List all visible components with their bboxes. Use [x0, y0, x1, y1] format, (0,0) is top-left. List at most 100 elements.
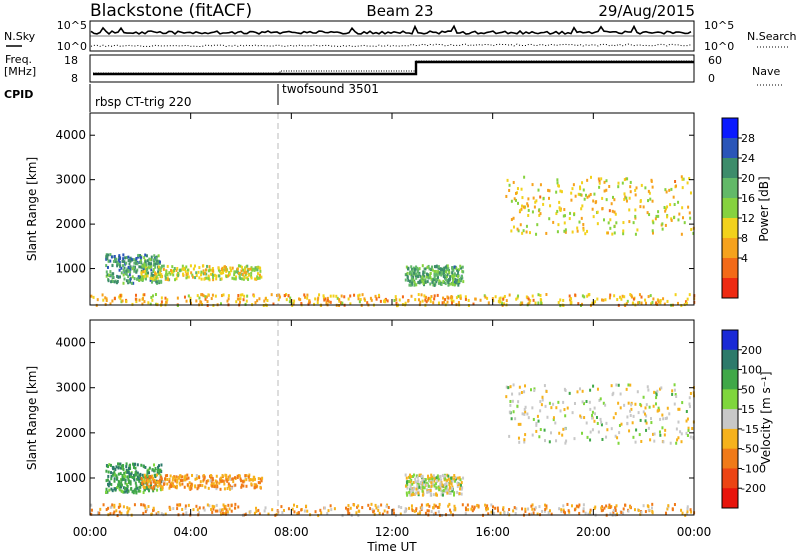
range-cell	[537, 301, 540, 305]
range-cell	[533, 387, 536, 391]
range-cell	[642, 395, 645, 399]
colorbar-tick-label: 24	[741, 152, 755, 165]
range-cell	[430, 268, 433, 272]
range-cell	[459, 478, 462, 482]
range-cell	[188, 486, 191, 490]
range-cell	[581, 400, 584, 404]
y-tick-label: 3000	[55, 173, 86, 187]
range-cell	[579, 414, 582, 418]
range-cell	[308, 299, 311, 303]
range-cell	[596, 297, 599, 301]
range-cell	[386, 299, 389, 303]
range-cell	[517, 400, 520, 404]
range-cell	[477, 504, 480, 508]
range-cell	[118, 275, 121, 279]
range-cell	[149, 302, 152, 306]
range-cell	[145, 263, 148, 267]
range-cell	[202, 269, 205, 273]
range-cell	[638, 433, 641, 437]
range-cell	[164, 276, 167, 280]
range-cell	[152, 476, 155, 480]
range-cell	[141, 482, 144, 486]
range-cell	[457, 270, 460, 274]
range-cell	[525, 230, 528, 234]
range-cell	[524, 405, 527, 409]
range-cell	[542, 202, 545, 206]
range-cell	[175, 484, 178, 488]
range-cell	[183, 475, 186, 479]
range-cell	[447, 296, 450, 300]
range-cell	[563, 229, 566, 233]
colorbar-tick-label: -15	[741, 423, 759, 436]
range-cell	[437, 270, 440, 274]
range-cell	[617, 441, 620, 445]
range-cell	[212, 269, 215, 273]
range-cell	[446, 478, 449, 482]
range-cell	[150, 485, 153, 489]
range-cell	[203, 271, 206, 275]
range-cell	[677, 407, 680, 411]
range-cell	[585, 421, 588, 425]
range-cell	[186, 473, 189, 477]
range-cell	[259, 485, 262, 489]
range-cell	[144, 465, 147, 469]
range-cell	[128, 262, 131, 266]
range-cell	[142, 267, 145, 271]
power-ylabel: Slant Range [km]	[25, 157, 39, 261]
range-cell	[416, 487, 419, 491]
range-cell	[459, 483, 462, 487]
range-cell	[185, 477, 188, 481]
range-cell	[440, 480, 443, 484]
range-cell	[205, 479, 208, 483]
range-cell	[586, 294, 589, 298]
range-cell	[457, 301, 460, 305]
range-cell	[531, 183, 534, 187]
range-cell	[413, 283, 416, 287]
range-cell	[168, 271, 171, 275]
range-cell	[451, 301, 454, 305]
range-cell	[671, 389, 674, 393]
range-cell	[638, 293, 641, 297]
range-cell	[246, 294, 249, 298]
range-cell	[146, 259, 149, 263]
range-cell	[220, 268, 223, 272]
range-cell	[198, 266, 201, 270]
range-cell	[634, 440, 637, 444]
range-cell	[584, 511, 587, 515]
range-cell	[626, 299, 629, 303]
range-cell	[126, 267, 129, 271]
range-cell	[410, 486, 413, 490]
range-cell	[422, 485, 425, 489]
range-cell	[219, 277, 222, 281]
range-cell	[277, 298, 280, 302]
range-cell	[411, 509, 414, 513]
range-cell	[455, 296, 458, 300]
range-cell	[677, 218, 680, 222]
range-cell	[417, 493, 420, 497]
range-cell	[394, 295, 397, 299]
range-cell	[111, 272, 114, 276]
range-cell	[465, 508, 468, 512]
range-cell	[548, 196, 551, 200]
range-cell	[578, 511, 581, 515]
range-cell	[247, 273, 250, 277]
range-cell	[457, 279, 460, 283]
range-cell	[505, 395, 508, 399]
range-cell	[497, 299, 500, 303]
range-cell	[448, 483, 451, 487]
colorbar-segment	[722, 349, 738, 371]
range-cell	[143, 477, 146, 481]
range-cell	[612, 509, 615, 513]
range-cell	[406, 483, 409, 487]
range-cell	[250, 276, 253, 280]
range-cell	[168, 477, 171, 481]
range-cell	[484, 503, 487, 507]
range-cell	[157, 259, 160, 263]
range-cell	[109, 505, 112, 509]
range-cell	[650, 179, 653, 183]
range-cell	[688, 293, 691, 297]
range-cell	[198, 476, 201, 480]
range-cell	[627, 401, 630, 405]
range-cell	[413, 509, 416, 513]
range-cell	[336, 296, 339, 300]
